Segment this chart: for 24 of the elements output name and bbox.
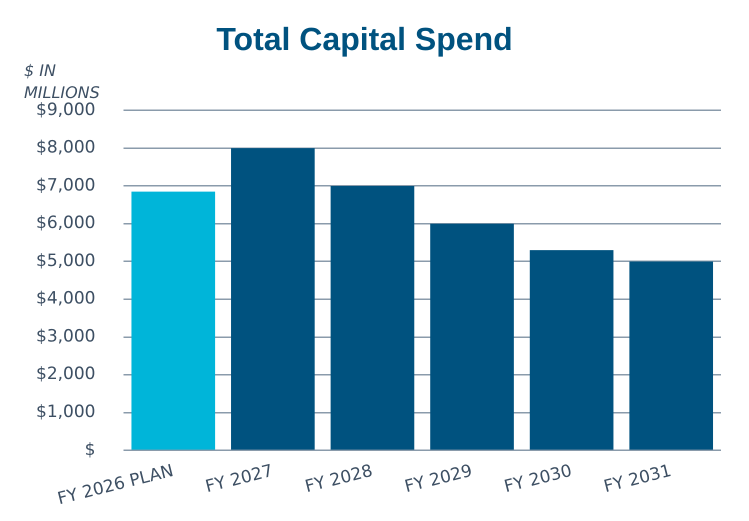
- x-tick-label: FY 2029: [402, 461, 474, 498]
- y-tick-label: $5,000: [36, 250, 96, 271]
- y-tick-label: $3,000: [36, 326, 96, 346]
- bar: [530, 250, 614, 450]
- bar: [131, 192, 216, 450]
- y-tick-label: $: [84, 440, 96, 460]
- y-axis-title: $ IN MILLIONS: [24, 60, 101, 102]
- y-tick-label: $1,000: [36, 402, 96, 422]
- x-tick-label: FY 2031: [602, 461, 674, 498]
- y-tick-label: $8,000: [36, 138, 96, 158]
- x-tick-label: FY 2027: [204, 461, 276, 498]
- y-tick-label: $4,000: [36, 288, 96, 309]
- bar: [330, 186, 414, 450]
- bar: [430, 224, 514, 450]
- chart-title: Total Capital Spend: [216, 21, 513, 58]
- x-tick-label: FY 2030: [502, 461, 574, 498]
- y-tick-label: $2,000: [36, 364, 96, 384]
- bar: [231, 148, 315, 450]
- bar: [629, 261, 714, 450]
- x-tick-label: FY 2026 PLAN: [56, 461, 176, 510]
- x-tick-label: FY 2028: [303, 461, 375, 498]
- y-tick-label: $6,000: [36, 213, 96, 234]
- y-tick-label: $7,000: [36, 175, 96, 196]
- y-tick-label: $9,000: [36, 100, 96, 120]
